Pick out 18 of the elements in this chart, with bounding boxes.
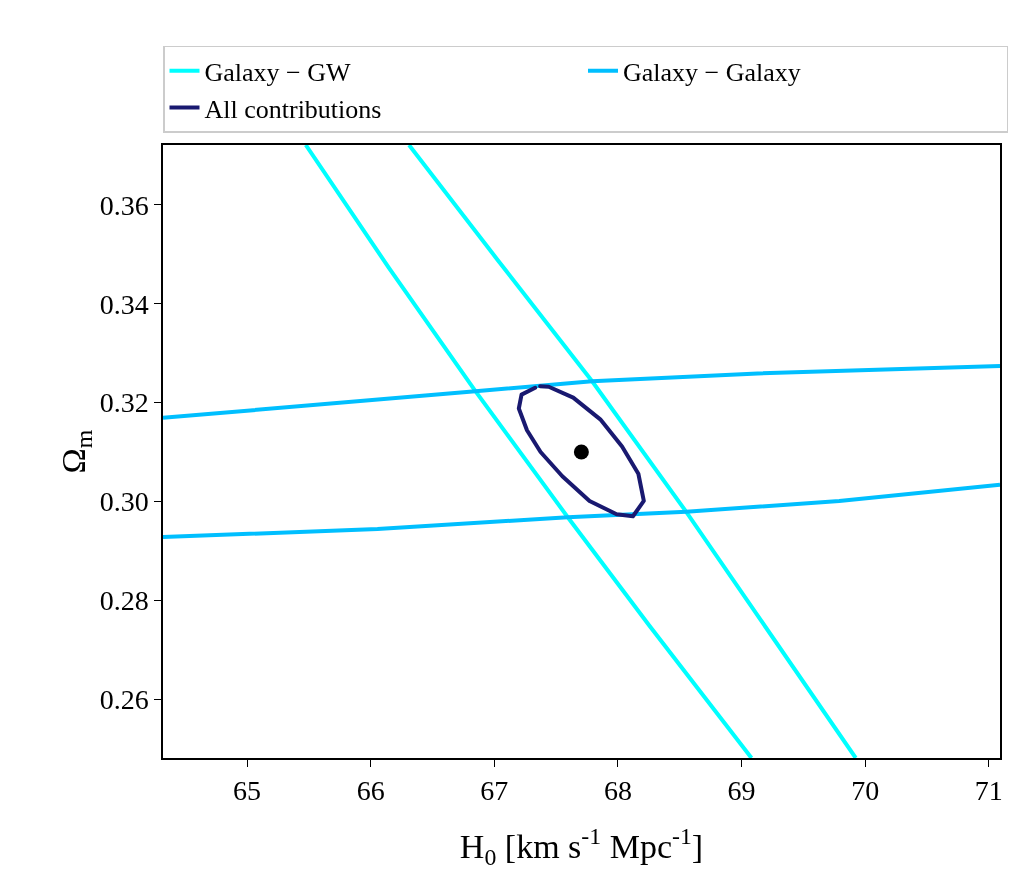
y-tick-label: 0.36	[99, 189, 149, 221]
line-series	[516, 384, 646, 519]
x-tick-label: 68	[603, 775, 632, 807]
y-tick-label: 0.26	[99, 683, 149, 715]
x-tick-label: 65	[233, 775, 262, 807]
y-tick-label: 0.34	[99, 288, 149, 320]
x-tick-label: 66	[356, 775, 385, 807]
x-axis-title: H$_{0}$ [km s$^{-1}$ Mpc$^{-1}$]	[459, 822, 704, 870]
legend-label: Galaxy − GW	[204, 57, 352, 87]
x-tick-label: 70	[851, 775, 880, 807]
x-tick-label: 69	[727, 775, 756, 807]
y-tick-label: 0.28	[99, 585, 149, 617]
y-tick-label: 0.32	[99, 387, 149, 419]
legend-label: Galaxy − Galaxy	[623, 57, 801, 87]
y-tick-label: 0.30	[99, 486, 149, 518]
legend-label: All contributions	[204, 94, 382, 124]
x-tick-label: 71	[974, 775, 1003, 807]
x-tick-label: 67	[480, 775, 509, 807]
